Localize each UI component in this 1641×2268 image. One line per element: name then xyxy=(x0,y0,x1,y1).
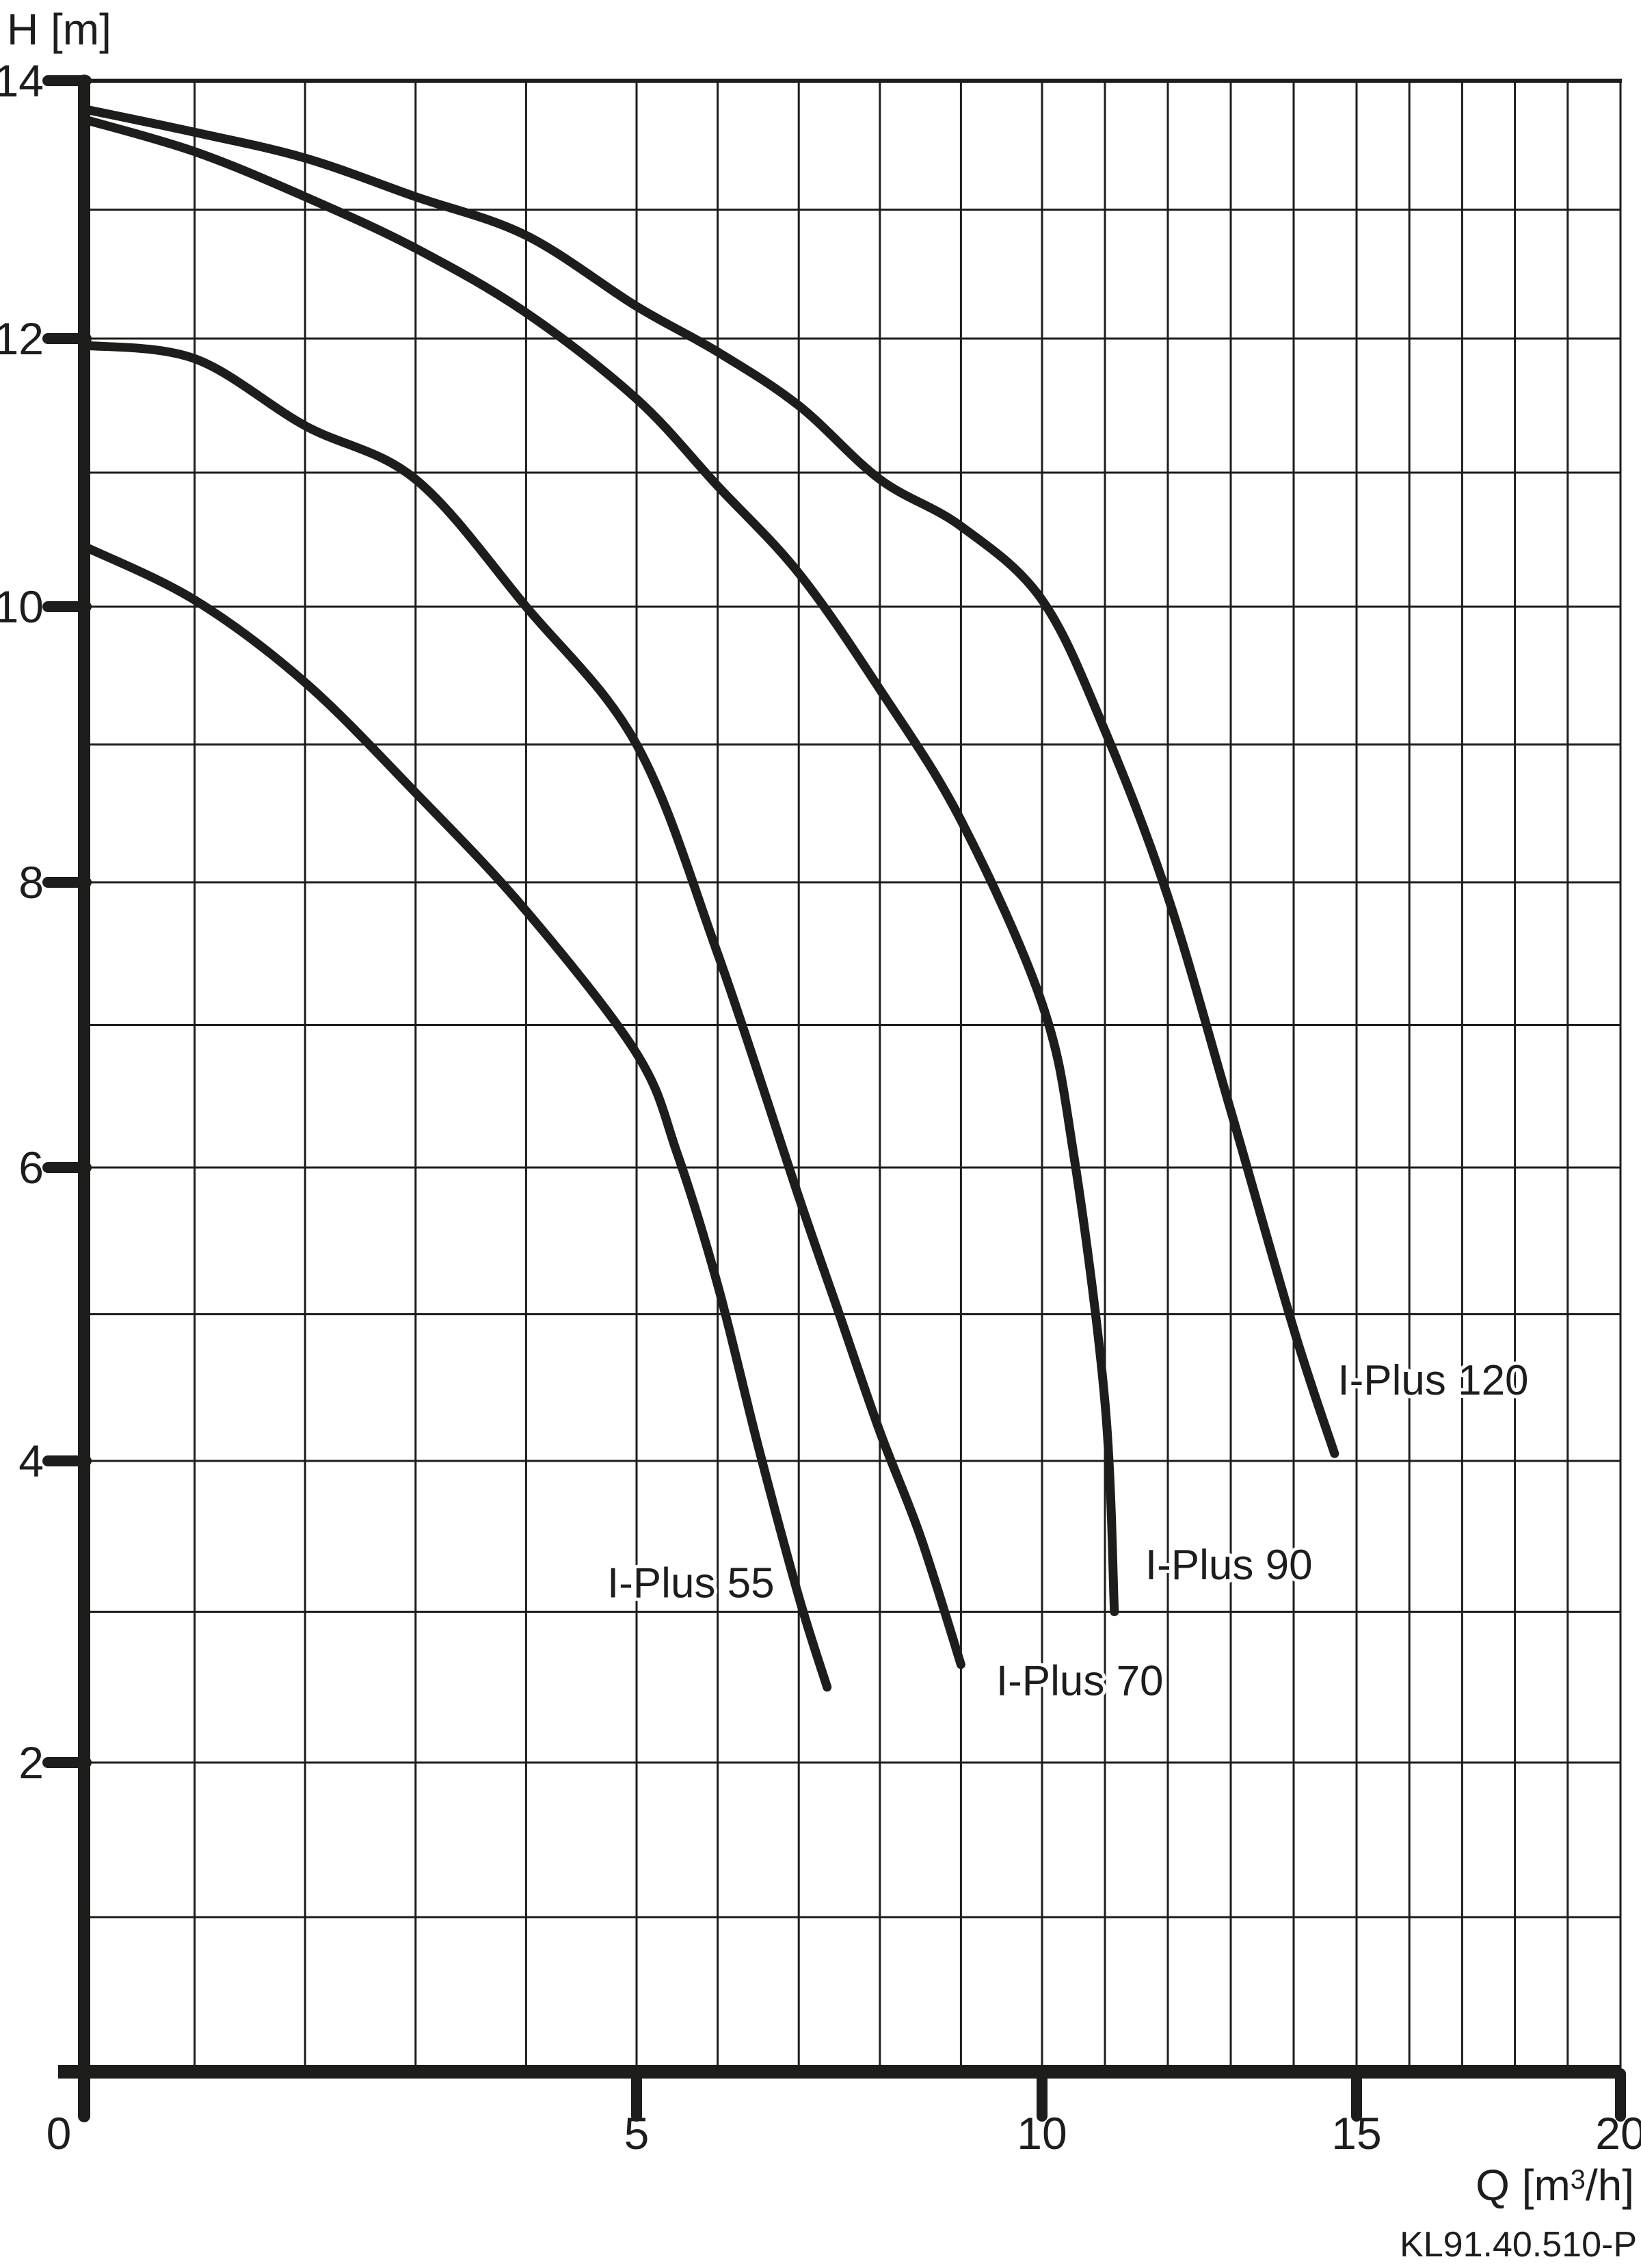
curve-i-plus-55 xyxy=(79,542,832,1692)
y-tick-label: 6 xyxy=(18,1142,44,1193)
x-tick-label: 20 xyxy=(1595,2108,1641,2159)
y-tick-label: 12 xyxy=(0,313,44,364)
x-tick-label: 15 xyxy=(1331,2108,1381,2159)
curve-i-plus-90 xyxy=(79,115,1119,1616)
y-tick-label: 4 xyxy=(18,1436,44,1486)
curve-label-i-plus-55: I-Plus 55 xyxy=(607,1559,775,1607)
drawing-number: KL91.40.510-P xyxy=(1400,2225,1637,2265)
curve-label-i-plus-70: I-Plus 70 xyxy=(996,1658,1164,1705)
x-tick-label: 10 xyxy=(1017,2108,1067,2159)
curve-i-plus-70 xyxy=(79,341,965,1670)
curve-label-i-plus-120: I-Plus 120 xyxy=(1337,1357,1528,1404)
y-axis-title: H [m] xyxy=(7,5,111,54)
x-axis-title: Q [m3/h] xyxy=(1476,2161,1634,2210)
x-tick-label: 0 xyxy=(46,2108,72,2159)
x-tick-label: 5 xyxy=(624,2108,650,2159)
curve-label-i-plus-90: I-Plus 90 xyxy=(1145,1542,1313,1589)
y-tick-label: 14 xyxy=(0,55,44,106)
y-tick-label: 2 xyxy=(18,1737,44,1788)
curve-i-plus-120 xyxy=(79,104,1339,1458)
y-tick-label: 10 xyxy=(0,581,44,632)
y-tick-label: 8 xyxy=(18,857,44,908)
